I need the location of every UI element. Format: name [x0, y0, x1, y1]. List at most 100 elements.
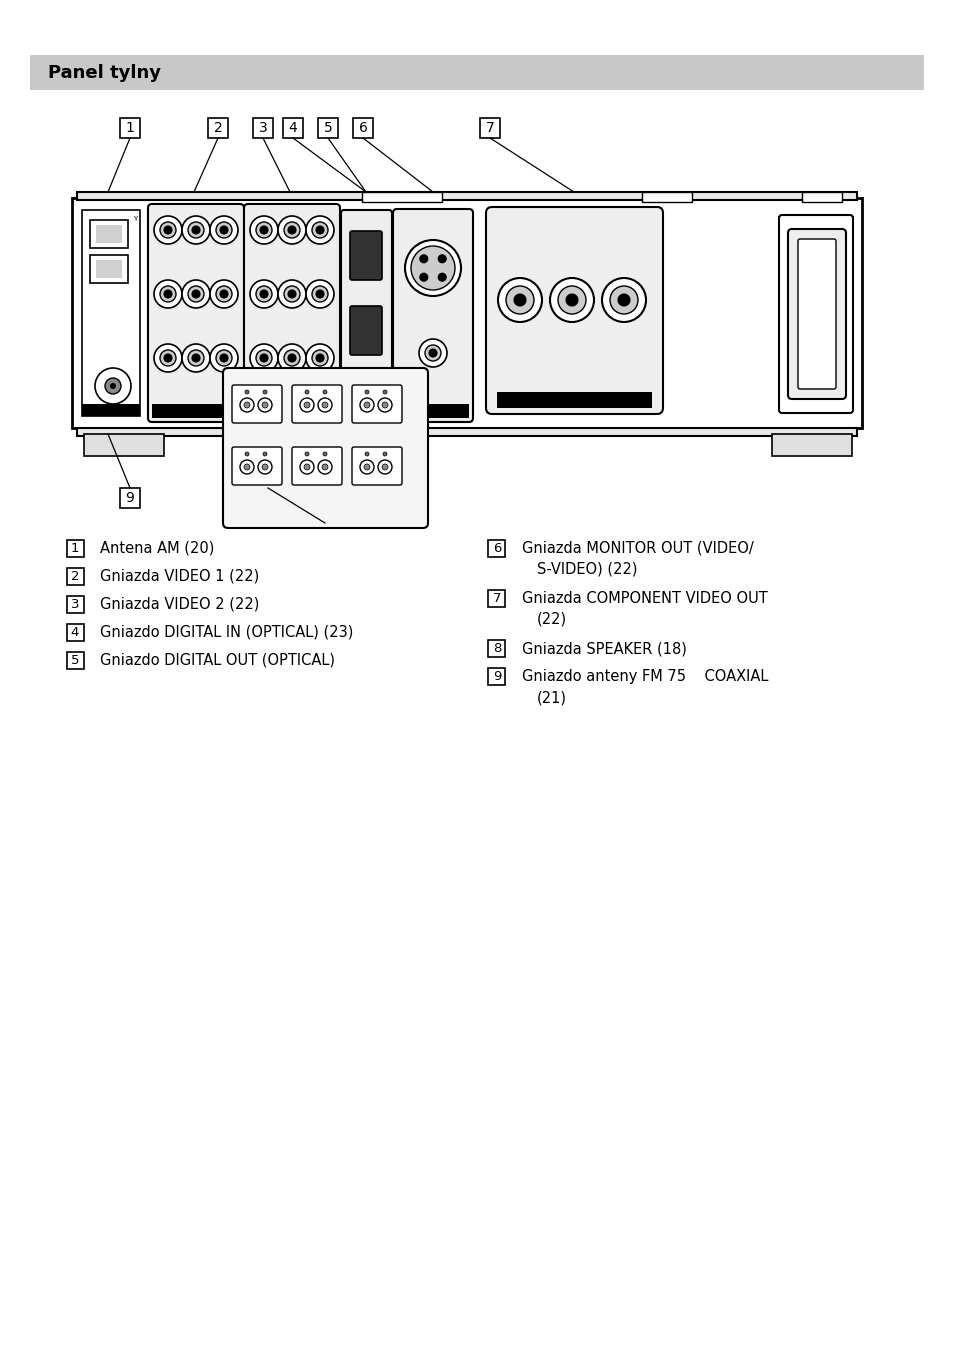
Circle shape — [110, 383, 116, 389]
Bar — [248, 404, 335, 418]
Circle shape — [215, 222, 232, 238]
Circle shape — [304, 464, 310, 470]
Circle shape — [437, 273, 446, 281]
Circle shape — [609, 287, 638, 314]
Circle shape — [312, 222, 328, 238]
Text: 7: 7 — [493, 592, 500, 604]
Circle shape — [305, 389, 309, 393]
Text: 3: 3 — [258, 120, 267, 135]
Text: Antena AM (20): Antena AM (20) — [100, 541, 214, 556]
Circle shape — [245, 452, 249, 456]
Circle shape — [220, 354, 228, 362]
FancyBboxPatch shape — [352, 385, 401, 423]
Bar — [82, 404, 140, 416]
FancyBboxPatch shape — [787, 228, 845, 399]
Circle shape — [260, 289, 268, 297]
Bar — [67, 568, 84, 584]
Circle shape — [260, 226, 268, 234]
FancyBboxPatch shape — [485, 207, 662, 414]
FancyBboxPatch shape — [779, 215, 852, 412]
Circle shape — [306, 343, 334, 372]
Bar — [30, 55, 923, 91]
Circle shape — [164, 354, 172, 362]
Text: 4: 4 — [71, 626, 79, 638]
Circle shape — [497, 279, 541, 322]
Bar — [353, 118, 373, 138]
Bar — [801, 192, 841, 201]
Circle shape — [277, 343, 306, 372]
Circle shape — [306, 280, 334, 308]
Circle shape — [182, 280, 210, 308]
Circle shape — [260, 354, 268, 362]
Bar — [84, 434, 164, 456]
Circle shape — [405, 241, 460, 296]
Text: (22): (22) — [537, 612, 566, 627]
Text: Gniazda VIDEO 2 (22): Gniazda VIDEO 2 (22) — [100, 596, 259, 611]
Circle shape — [411, 246, 455, 289]
Circle shape — [192, 226, 200, 234]
FancyBboxPatch shape — [797, 239, 835, 389]
Circle shape — [288, 354, 295, 362]
Circle shape — [299, 397, 314, 412]
Bar — [90, 220, 128, 247]
Circle shape — [255, 350, 272, 366]
Bar — [479, 118, 499, 138]
Circle shape — [160, 350, 175, 366]
Circle shape — [210, 280, 237, 308]
Circle shape — [514, 293, 525, 306]
Circle shape — [250, 216, 277, 243]
Bar — [96, 224, 122, 243]
Text: 8: 8 — [263, 491, 273, 506]
Bar — [396, 404, 469, 418]
Bar — [208, 118, 228, 138]
Circle shape — [215, 287, 232, 301]
Bar — [257, 488, 277, 508]
Text: 1: 1 — [71, 542, 79, 554]
Circle shape — [263, 452, 267, 456]
FancyBboxPatch shape — [340, 210, 392, 420]
Text: 4: 4 — [289, 120, 297, 135]
Circle shape — [105, 379, 121, 393]
Text: Gniazda COMPONENT VIDEO OUT: Gniazda COMPONENT VIDEO OUT — [521, 591, 767, 606]
Circle shape — [220, 289, 228, 297]
Circle shape — [558, 287, 585, 314]
Bar — [67, 623, 84, 641]
FancyBboxPatch shape — [244, 204, 339, 422]
Circle shape — [240, 460, 253, 475]
Bar — [77, 192, 856, 200]
Text: Gniazda SPEAKER (18): Gniazda SPEAKER (18) — [521, 641, 686, 656]
Circle shape — [257, 397, 272, 412]
Circle shape — [322, 464, 328, 470]
Circle shape — [312, 287, 328, 301]
Text: 1: 1 — [126, 120, 134, 135]
Circle shape — [188, 222, 204, 238]
Circle shape — [288, 289, 295, 297]
Circle shape — [220, 226, 228, 234]
Circle shape — [188, 350, 204, 366]
Circle shape — [284, 222, 299, 238]
Bar — [317, 118, 337, 138]
Circle shape — [210, 343, 237, 372]
Circle shape — [618, 293, 629, 306]
Bar — [283, 118, 303, 138]
Circle shape — [322, 402, 328, 408]
Circle shape — [255, 222, 272, 238]
Text: 6: 6 — [358, 120, 367, 135]
Bar — [488, 589, 505, 607]
Circle shape — [153, 343, 182, 372]
Circle shape — [188, 287, 204, 301]
Circle shape — [244, 402, 250, 408]
Circle shape — [359, 397, 374, 412]
FancyBboxPatch shape — [223, 368, 428, 529]
Bar — [67, 652, 84, 668]
Bar — [488, 641, 505, 657]
FancyBboxPatch shape — [232, 385, 282, 423]
Circle shape — [153, 216, 182, 243]
Text: Gniazdo DIGITAL OUT (OPTICAL): Gniazdo DIGITAL OUT (OPTICAL) — [100, 653, 335, 668]
FancyBboxPatch shape — [232, 448, 282, 485]
Circle shape — [284, 350, 299, 366]
Text: Gniazdo DIGITAL IN (OPTICAL) (23): Gniazdo DIGITAL IN (OPTICAL) (23) — [100, 625, 353, 639]
Circle shape — [317, 397, 332, 412]
Bar — [77, 429, 856, 435]
Circle shape — [382, 389, 387, 393]
